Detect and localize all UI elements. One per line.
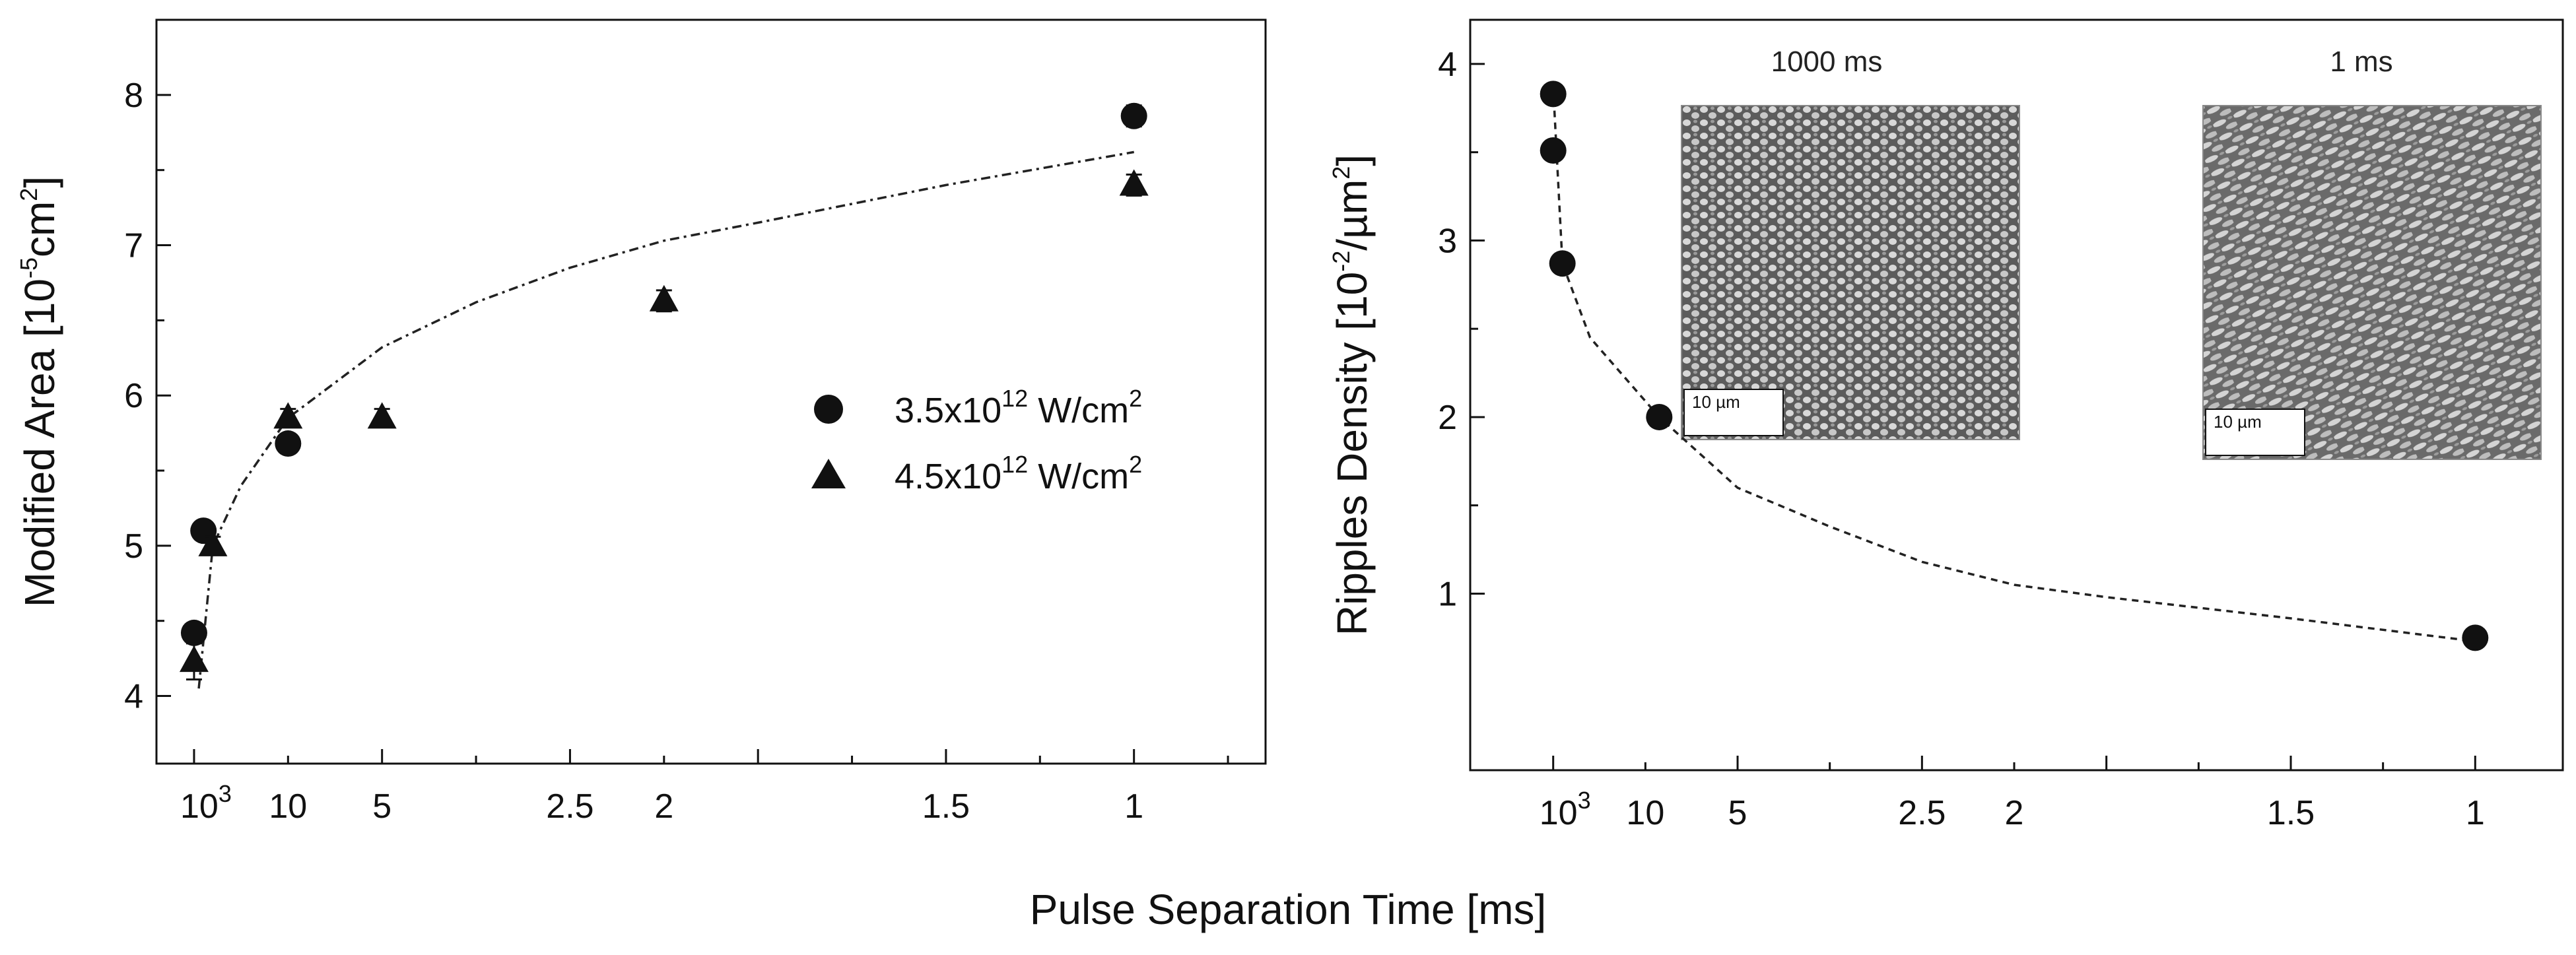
- sem-insets: 1000 ms 10 µm 1 ms 10 µm: [1681, 46, 2542, 460]
- y-tick-label: 4: [124, 678, 143, 716]
- left-plot-frame: [155, 18, 1267, 765]
- y-tick-label: 7: [124, 227, 143, 265]
- x-tick-label: 1: [2466, 794, 2485, 832]
- x-tick-label: 1.5: [922, 787, 970, 826]
- data-point-circle: [275, 430, 302, 457]
- y-tick-label: 2: [1438, 399, 1457, 437]
- sem-image-1000ms: [1681, 105, 2020, 440]
- x-tick-label: 5: [372, 787, 391, 826]
- y-tick-label: 1: [1438, 575, 1457, 613]
- x-tick-label: 2.5: [546, 787, 593, 826]
- left-fit-line-group: [197, 150, 1135, 689]
- x-tick-label: 10: [1626, 794, 1664, 832]
- y-tick-label: 5: [124, 527, 143, 566]
- left-y-ticks: 4 5 6 7 8: [124, 18, 171, 716]
- right-plot-frame: [1469, 18, 2564, 772]
- x-tick-label: 10: [269, 787, 307, 826]
- data-point-circle: [180, 619, 207, 646]
- scale-bar-box-1ms: [2205, 409, 2305, 456]
- x-tick-label: 1: [1124, 787, 1143, 826]
- x-tick-label: 2: [2005, 794, 2024, 832]
- right-data-marks: [1540, 81, 2489, 651]
- data-point-circle: [1120, 102, 1147, 129]
- sem-image-1ms: [2202, 105, 2542, 460]
- x-tick-label: 5: [1728, 794, 1747, 832]
- legend-marker-circle: [814, 395, 843, 424]
- data-point-circle: [2462, 624, 2489, 651]
- legend-label-series-1: 3.5x1012 W/cm2: [895, 385, 1142, 430]
- scale-bar-label-1ms: 10 µm: [2214, 412, 2262, 432]
- data-point-triangle: [367, 402, 397, 429]
- left-legend: 3.5x1012 W/cm2 4.5x1012 W/cm2: [811, 385, 1142, 496]
- y-tick-label: 8: [124, 77, 143, 115]
- inset-title-1ms: 1 ms: [2330, 46, 2392, 78]
- left-x-ticks: 103 10 5 2.5 2 1.5 1: [180, 749, 1229, 826]
- y-tick-label: 4: [1438, 46, 1457, 84]
- fit-line: [197, 150, 1135, 689]
- data-point-triangle: [179, 645, 209, 673]
- inset-title-1000ms: 1000 ms: [1771, 46, 1883, 78]
- x-tick-label: 2: [654, 787, 673, 826]
- data-point-triangle: [198, 529, 228, 556]
- scale-bar-box-1000ms: [1683, 389, 1784, 436]
- data-point-triangle: [273, 402, 303, 429]
- data-point-triangle: [1119, 169, 1149, 196]
- left-data-marks: [179, 102, 1149, 681]
- x-tick-label: 1.5: [2267, 794, 2315, 832]
- data-point-circle: [1549, 250, 1576, 277]
- right-x-ticks: 103 10 5 2.5 2 1.5 1: [1540, 756, 2485, 832]
- right-chart: 1000 ms 10 µm 1 ms 10 µm 1 2 3 4 103 10 5 2.5 2…: [1328, 18, 2564, 832]
- right-fit-line-group: [1551, 86, 2476, 643]
- y-tick-label: 3: [1438, 222, 1457, 260]
- x-tick-label: 103: [1540, 787, 1591, 832]
- data-point-circle: [1540, 81, 1567, 108]
- data-point-triangle: [649, 284, 679, 312]
- data-point-circle: [1540, 137, 1567, 164]
- data-point-circle: [1646, 403, 1673, 430]
- right-y-ticks: 1 2 3 4: [1438, 46, 1485, 613]
- shared-x-axis-title: Pulse Separation Time [ms]: [1030, 886, 1547, 933]
- left-chart: 4 5 6 7 8 103 10 5 2.5 2 1.5 1 Modified Area [10-5…: [15, 18, 1267, 826]
- x-tick-label: 103: [180, 780, 232, 826]
- fit-line: [1551, 86, 2476, 643]
- y-tick-label: 6: [124, 377, 143, 415]
- left-y-axis-title: Modified Area [10-5cm2]: [15, 176, 63, 607]
- scale-bar-label-1000ms: 10 µm: [1692, 392, 1740, 412]
- right-y-axis-title: Ripples Density [10-2/µm2]: [1328, 154, 1376, 636]
- x-tick-label: 2.5: [1898, 794, 1946, 832]
- legend-marker-triangle: [811, 459, 846, 488]
- legend-label-series-2: 4.5x1012 W/cm2: [895, 451, 1142, 496]
